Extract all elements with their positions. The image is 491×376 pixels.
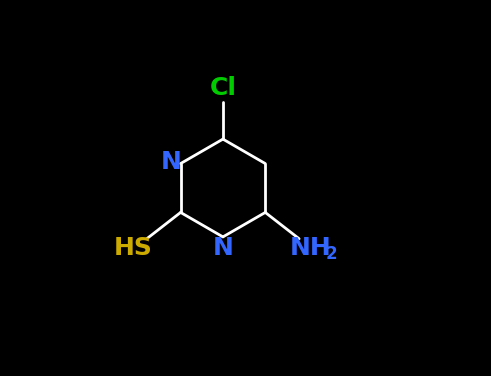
Text: Cl: Cl: [210, 76, 237, 100]
Text: 2: 2: [325, 245, 337, 263]
Text: N: N: [161, 150, 182, 174]
Text: HS: HS: [114, 236, 153, 260]
Text: NH: NH: [290, 236, 331, 260]
Text: N: N: [213, 236, 233, 260]
